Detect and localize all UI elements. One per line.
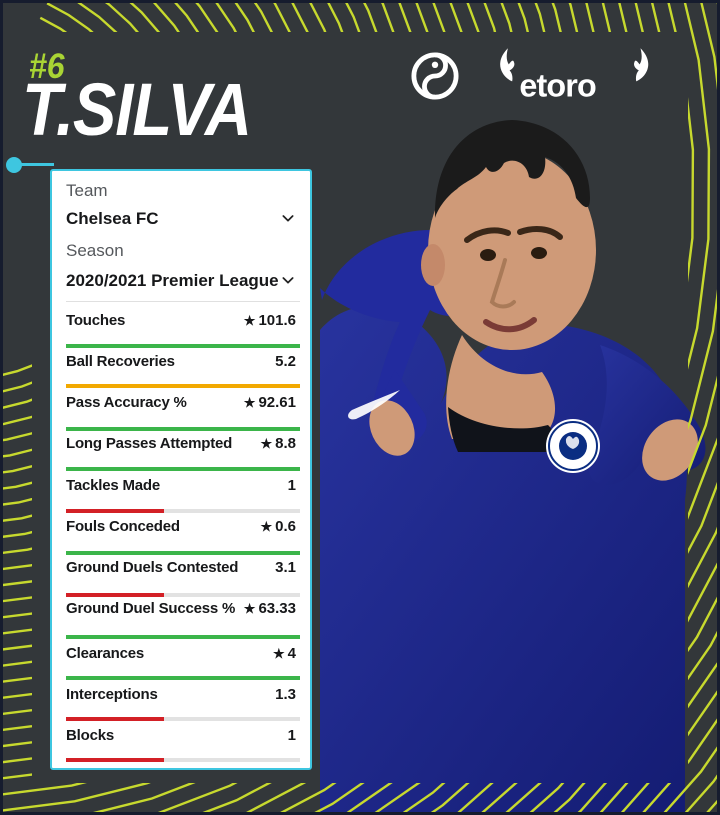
svg-text:etoro: etoro <box>519 67 596 103</box>
